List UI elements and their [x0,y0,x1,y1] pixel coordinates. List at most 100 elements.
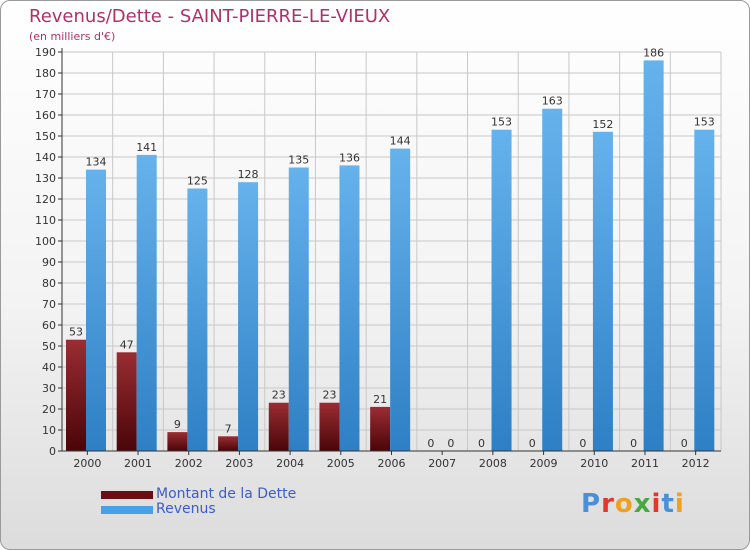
y-tick-label: 100 [35,235,56,248]
bar-dette [319,402,340,451]
data-label: 0 [529,437,536,450]
chart-title: Revenus/Dette - SAINT-PIERRE-LE-VIEUX [29,6,391,27]
logo-letter: x [633,489,652,519]
logo-letter: r [601,489,615,519]
x-tick-label: 2005 [327,457,355,470]
data-label: 152 [592,118,613,131]
bar-revenus [694,129,715,451]
bar-dette [218,436,239,451]
x-tick-label: 2000 [73,457,101,470]
y-tick-label: 60 [42,319,56,332]
logo-letter: t [661,489,675,519]
data-label: 21 [373,393,387,406]
data-label: 153 [694,116,715,129]
x-tick-label: 2004 [276,457,304,470]
y-tick-label: 40 [42,361,56,374]
bar-dette [66,339,86,451]
data-label: 47 [120,338,134,351]
bar-revenus [643,60,664,452]
bar-revenus [136,154,157,451]
bar-revenus [339,165,360,451]
x-tick-label: 2001 [124,457,152,470]
data-label: 23 [322,389,336,402]
data-label: 186 [643,46,664,59]
data-label: 134 [86,156,107,169]
logo-letter: i [651,489,662,519]
data-label: 7 [225,422,232,435]
logo-letter: i [674,489,685,519]
data-label: 0 [579,437,586,450]
legend: Montant de la Dette Revenus [101,487,296,517]
y-tick-label: 70 [42,298,56,311]
data-label: 0 [630,437,637,450]
data-label: 9 [174,418,181,431]
data-label: 163 [542,95,563,108]
bar-dette [370,406,391,451]
data-label: 125 [187,175,208,188]
x-tick-label: 2011 [631,457,659,470]
y-tick-label: 170 [35,88,56,101]
data-label: 153 [491,116,512,129]
legend-item-dette: Montant de la Dette [101,487,296,502]
data-label: 0 [447,437,454,450]
y-tick-label: 0 [49,445,56,458]
x-tick-label: 2012 [682,457,710,470]
y-tick-label: 180 [35,67,56,80]
y-tick-label: 140 [35,151,56,164]
legend-swatch-revenus [101,505,153,514]
y-tick-label: 50 [42,340,56,353]
data-label: 0 [478,437,485,450]
data-label: 135 [288,154,309,167]
data-label: 136 [339,151,360,164]
data-label: 53 [69,326,83,339]
x-tick-label: 2010 [580,457,608,470]
y-tick-label: 30 [42,382,56,395]
y-tick-label: 20 [42,403,56,416]
logo-letter: o [614,489,634,519]
bar-dette [116,352,137,451]
y-tick-label: 10 [42,424,56,437]
bar-dette [167,432,188,451]
bar-revenus [592,131,613,452]
x-tick-label: 2007 [428,457,456,470]
y-tick-label: 130 [35,172,56,185]
data-label: 23 [272,389,286,402]
data-label: 141 [136,141,157,154]
y-tick-label: 80 [42,277,56,290]
y-tick-label: 110 [35,214,56,227]
x-tick-label: 2006 [378,457,406,470]
y-tick-label: 150 [35,130,56,143]
x-tick-label: 2008 [479,457,507,470]
legend-label-dette: Montant de la Dette [156,486,297,502]
x-tick-label: 2009 [530,457,558,470]
legend-swatch-dette [101,490,153,499]
axes: 0102030405060708090100110120130140150160… [35,46,721,470]
bar-revenus [86,169,106,451]
y-tick-label: 190 [35,46,56,59]
data-label: 0 [427,437,434,450]
bar-revenus [491,129,512,451]
legend-item-revenus: Revenus [101,502,296,517]
data-label: 144 [390,135,411,148]
bar-revenus [390,148,411,451]
data-label: 0 [681,437,688,450]
proxiti-logo: Proxiti [581,489,685,519]
y-tick-label: 120 [35,193,56,206]
x-tick-label: 2003 [225,457,253,470]
bar-revenus [187,188,208,451]
logo-letter: P [581,489,602,519]
bars [66,60,715,452]
bar-revenus [542,108,563,451]
x-tick-label: 2002 [175,457,203,470]
chart-subtitle: (en milliers d'€) [29,30,116,43]
y-tick-label: 90 [42,256,56,269]
y-tick-label: 160 [35,109,56,122]
legend-label-revenus: Revenus [156,501,216,517]
bar-revenus [238,182,259,451]
bar-revenus [288,167,309,451]
bar-dette [268,402,289,451]
data-label: 128 [238,168,259,181]
